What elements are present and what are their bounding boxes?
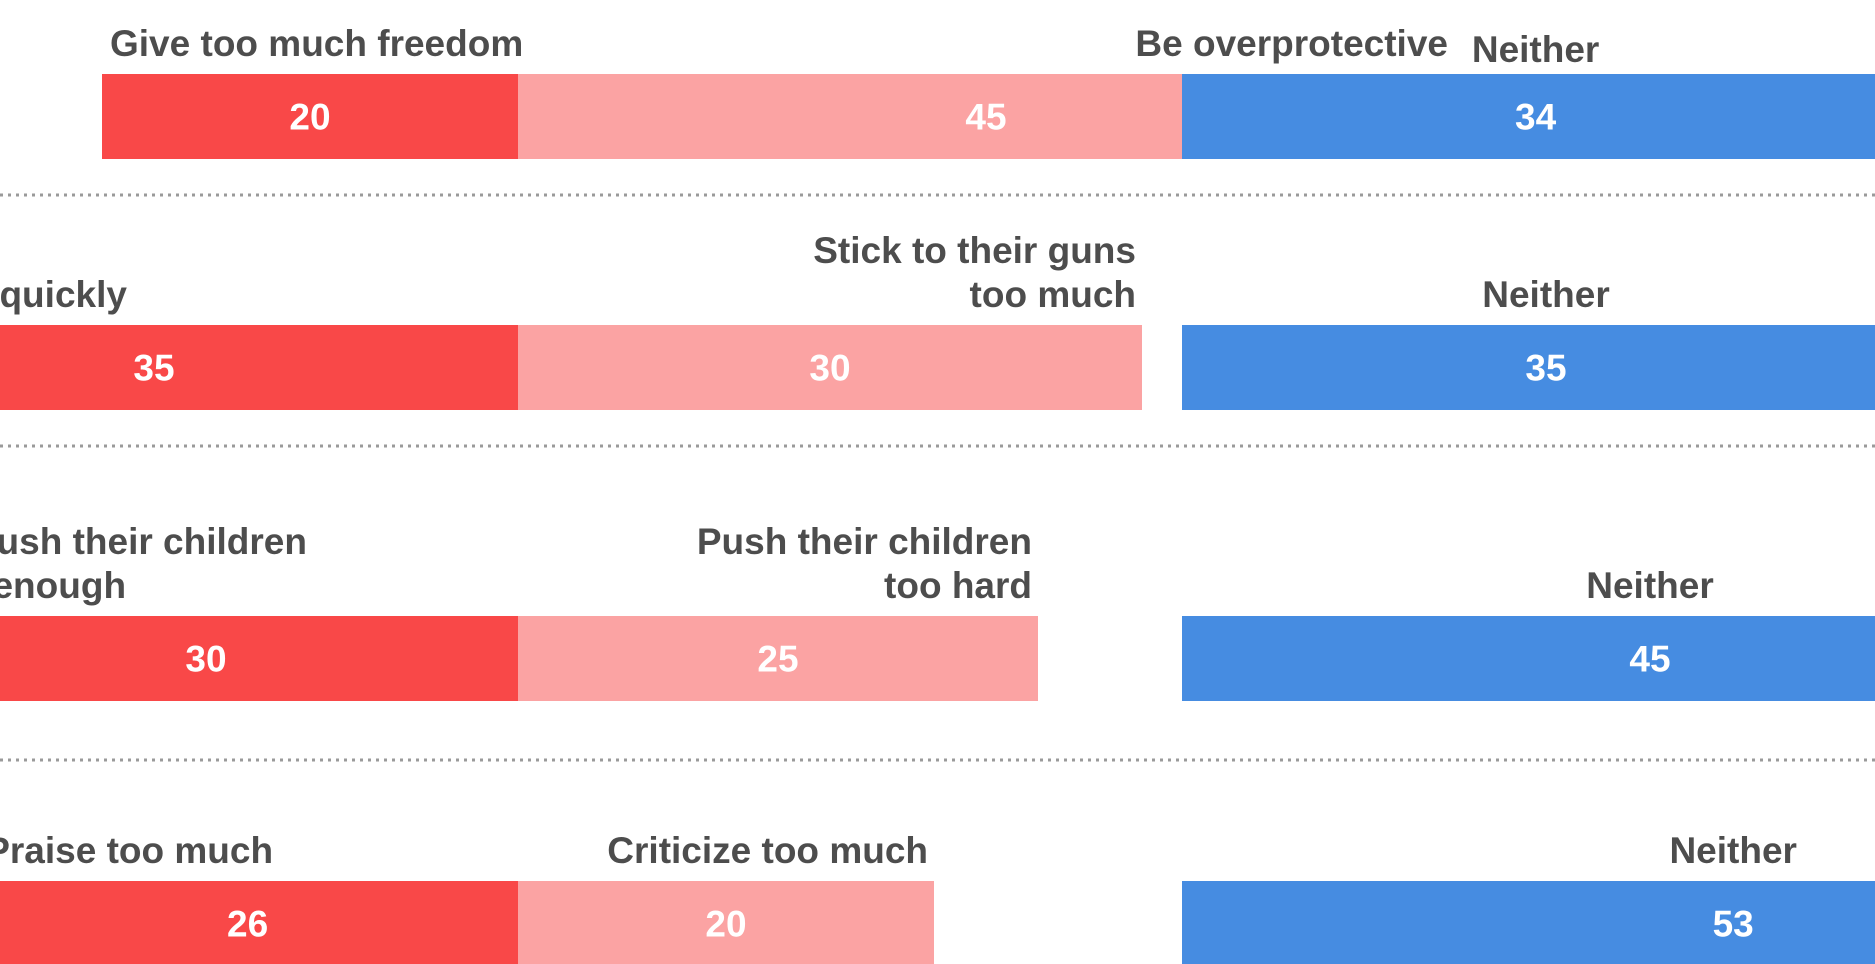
- bar-neither: [1182, 881, 1875, 964]
- value-label-middle: 25: [757, 639, 798, 680]
- category-label-middle: Push their children: [697, 521, 1032, 562]
- category-label-neither: Neither: [1586, 565, 1713, 606]
- value-label-middle: 45: [965, 97, 1006, 138]
- category-label-neither: Neither: [1482, 274, 1609, 315]
- bar-neither: [1182, 616, 1875, 701]
- category-label-neither: Neither: [1669, 830, 1796, 871]
- value-label-left: 30: [185, 639, 226, 680]
- category-label-middle: Criticize too much: [607, 830, 928, 871]
- category-label-left: hard enough: [0, 565, 126, 606]
- bar-middle: [518, 616, 1038, 701]
- bar-left: [0, 881, 518, 964]
- category-label-middle: too hard: [884, 565, 1032, 606]
- value-label-left: 26: [227, 904, 268, 945]
- bar-left: [102, 74, 518, 159]
- value-label-left: 35: [133, 348, 174, 389]
- bar-middle: [518, 325, 1142, 410]
- bar-middle: [518, 881, 934, 964]
- value-label-left: 20: [289, 97, 330, 138]
- value-label-middle: 30: [809, 348, 850, 389]
- category-label-left: Give in too quickly: [0, 274, 127, 315]
- value-label-middle: 20: [705, 904, 746, 945]
- category-label-left: Give too much freedom: [110, 23, 523, 64]
- category-label-left: Praise too much: [0, 830, 273, 871]
- category-label-left: Not push their children: [0, 521, 307, 562]
- category-label-middle: too much: [970, 274, 1136, 315]
- bar-left: [0, 616, 518, 701]
- category-label-middle: Stick to their guns: [813, 230, 1136, 271]
- category-label-neither: Neither: [1472, 29, 1599, 70]
- value-label-neither: 34: [1515, 97, 1557, 138]
- bar-neither: [1182, 74, 1875, 159]
- category-label-middle: Be overprotective: [1135, 23, 1448, 64]
- bar-neither: [1182, 325, 1875, 410]
- value-label-neither: 53: [1713, 904, 1754, 945]
- value-label-neither: 45: [1629, 639, 1670, 680]
- bar-left: [0, 325, 518, 410]
- value-label-neither: 35: [1525, 348, 1566, 389]
